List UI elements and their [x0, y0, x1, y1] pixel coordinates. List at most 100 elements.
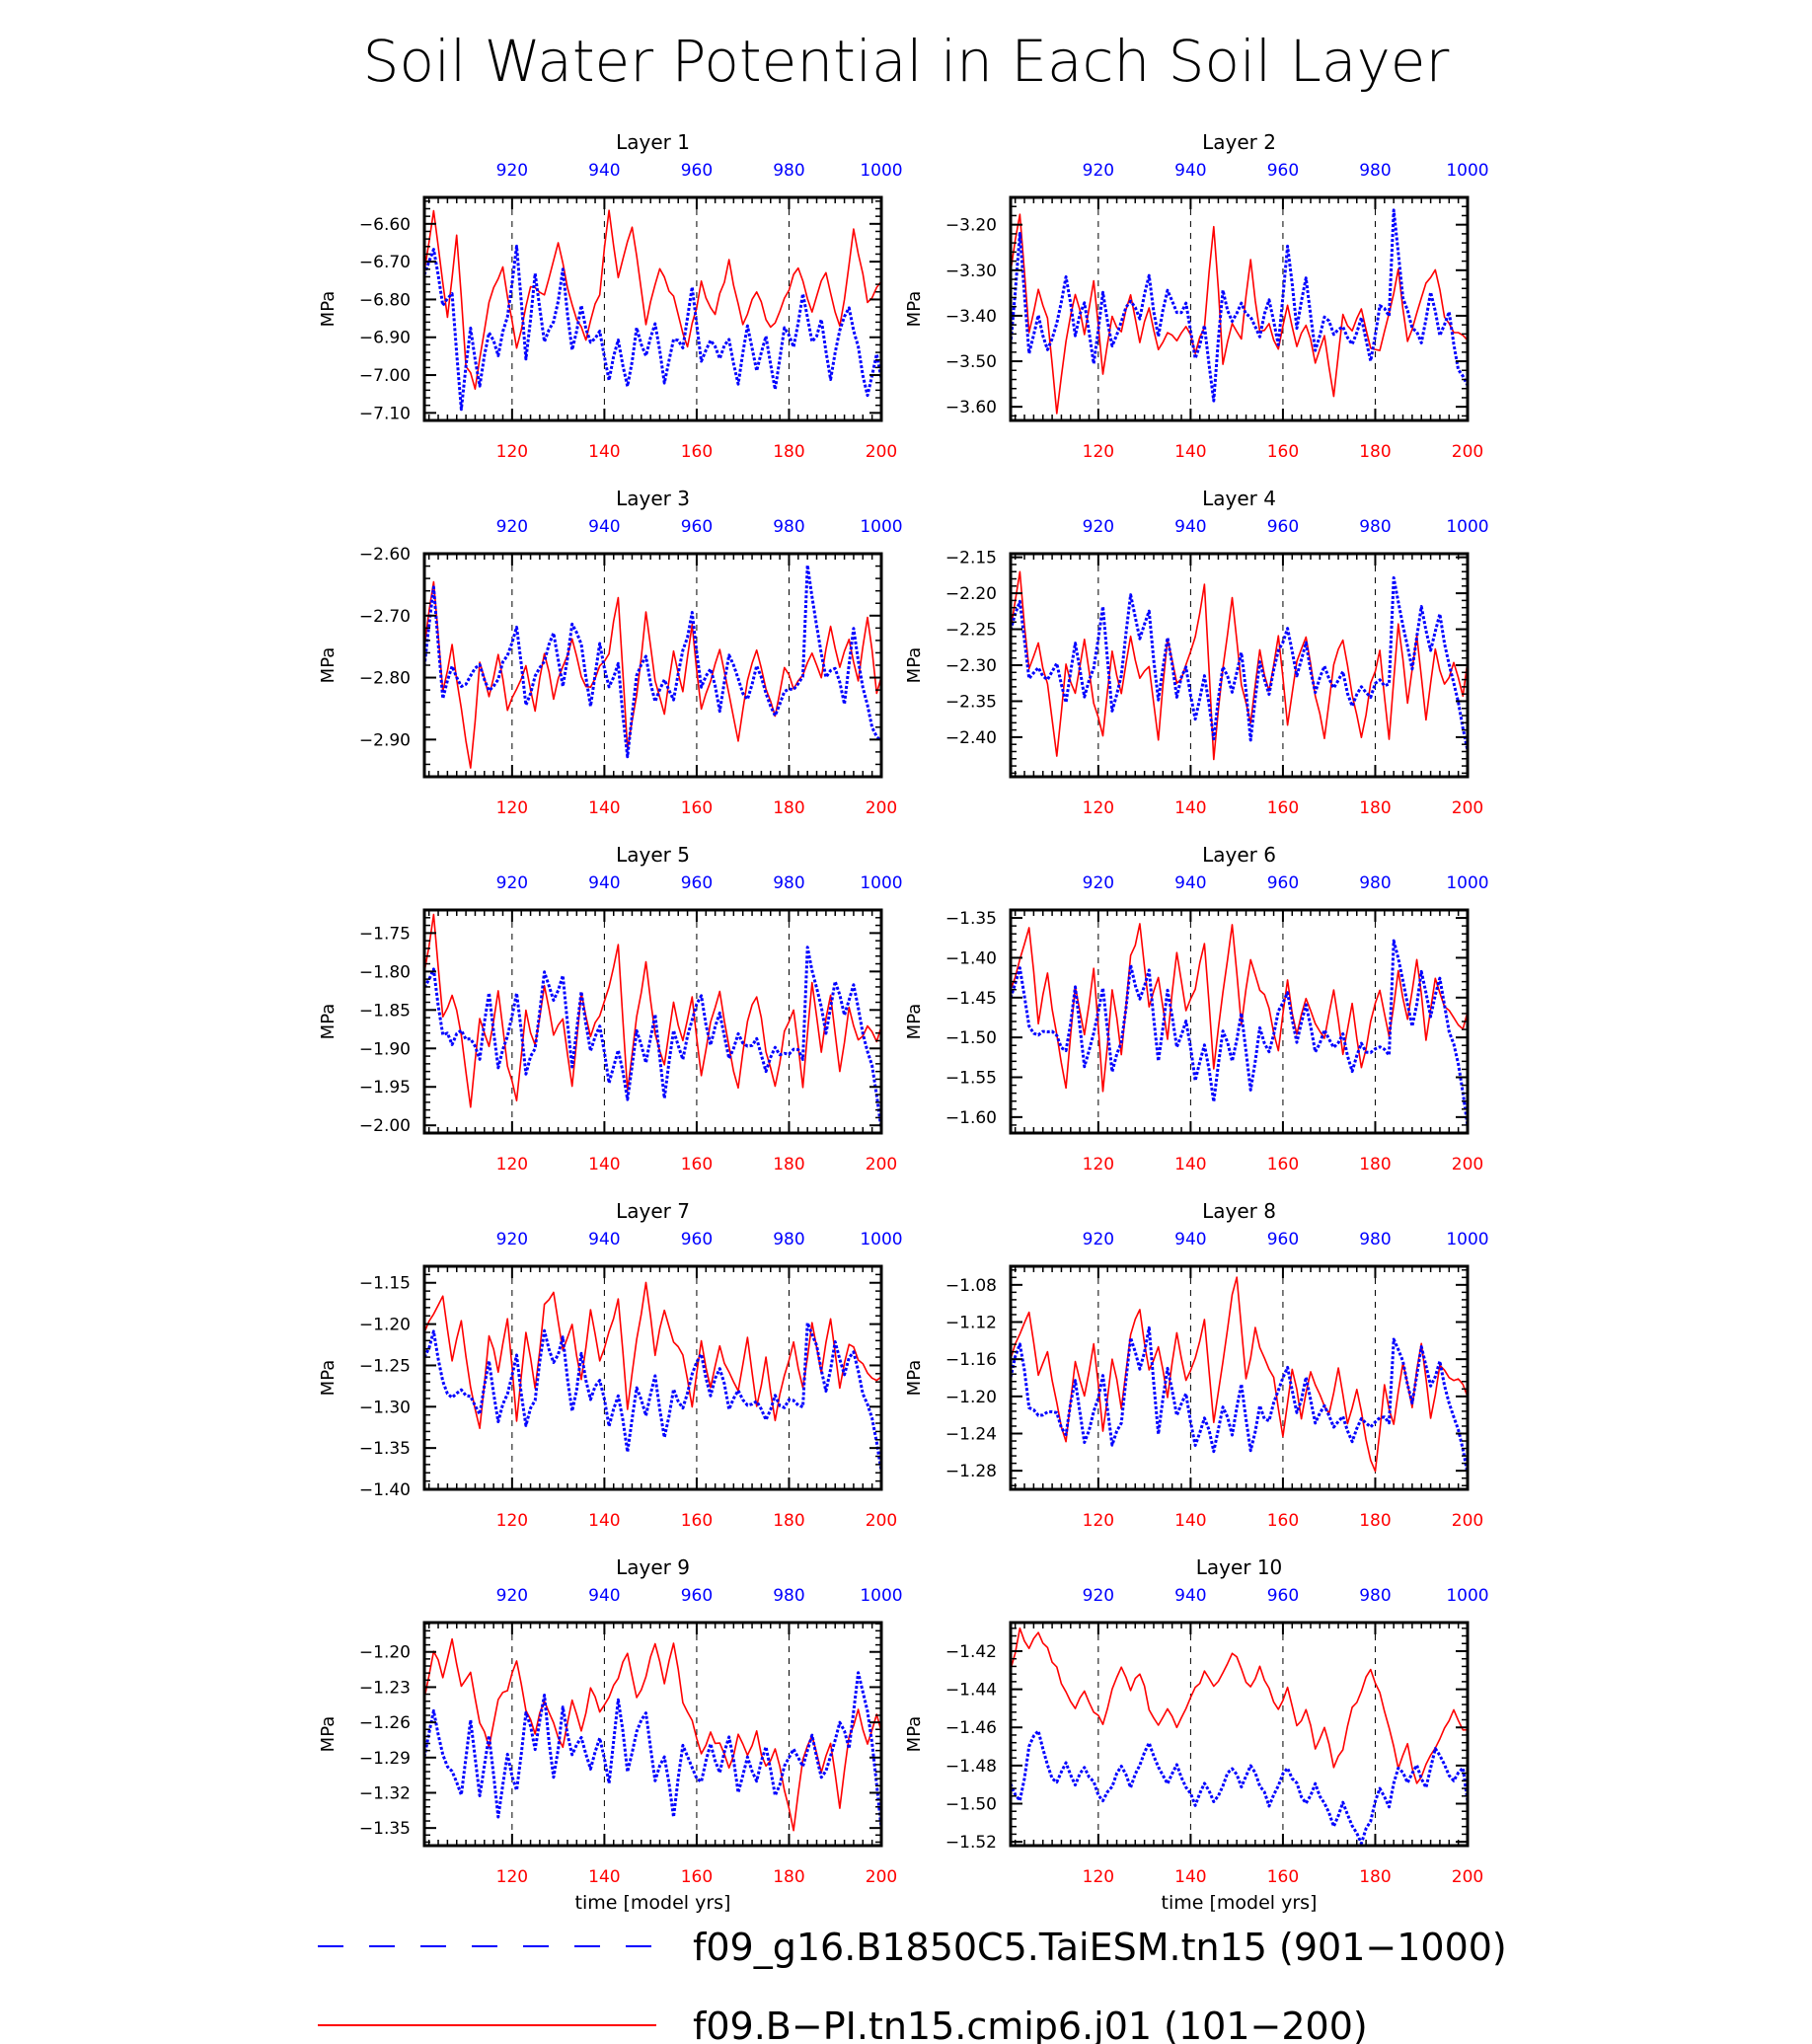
series-line-blue — [1009, 575, 1470, 751]
y-tick-label: −1.90 — [359, 1039, 411, 1059]
x-bottom-tick-label: 120 — [1083, 798, 1114, 818]
panel-9: Layer 9 −1.20 −1.23 −1.26 −1.29 −1.32 −1.35 120… — [318, 1555, 903, 1914]
series-line-blue — [422, 1321, 883, 1472]
x-top-tick-label: 960 — [681, 517, 713, 537]
plot-frame — [1009, 1264, 1470, 1491]
x-bottom-tick-label: 180 — [773, 1867, 804, 1887]
x-bottom-tick-label: 200 — [1452, 442, 1483, 462]
y-tick-label: −1.35 — [945, 909, 997, 929]
x-top-tick-label: 940 — [588, 517, 620, 537]
x-bottom-tick-label: 200 — [866, 798, 897, 818]
panel-title: Layer 9 — [616, 1555, 690, 1579]
y-tick-label: −1.42 — [945, 1642, 997, 1662]
x-top-tick-label: 940 — [1174, 161, 1206, 181]
y-tick-label: −2.35 — [945, 692, 997, 712]
x-bottom-tick-label: 200 — [866, 1155, 897, 1174]
y-tick-label: −1.32 — [359, 1783, 411, 1803]
x-bottom-tick-label: 140 — [588, 1511, 620, 1531]
x-top-tick-label: 940 — [588, 873, 620, 893]
x-top-tick-label: 1000 — [1446, 517, 1488, 537]
y-tick-label: −3.30 — [945, 262, 997, 281]
x-top-tick-label: 980 — [773, 873, 804, 893]
y-tick-label: −1.50 — [945, 1795, 997, 1815]
x-top-tick-label: 980 — [1359, 1586, 1391, 1606]
y-tick-label: −1.20 — [359, 1316, 411, 1335]
x-top-tick-label: 920 — [1083, 1586, 1114, 1606]
panel-title: Layer 5 — [616, 843, 690, 867]
panel-7: Layer 7 −1.15 −1.20 −1.25 −1.30 −1.35 −1.40 120… — [318, 1199, 903, 1531]
panel-title: Layer 10 — [1196, 1555, 1283, 1579]
x-bottom-tick-label: 160 — [681, 1867, 713, 1887]
x-bottom-tick-label: 120 — [1083, 1155, 1114, 1174]
x-bottom-tick-label: 200 — [866, 1867, 897, 1887]
series-line-blue — [422, 564, 883, 759]
y-tick-label: −2.20 — [945, 584, 997, 604]
y-tick-label: −1.85 — [359, 1001, 411, 1021]
y-axis-label: MPa — [904, 1004, 925, 1040]
panel-title: Layer 8 — [1202, 1199, 1276, 1223]
x-top-tick-label: 920 — [496, 1586, 528, 1606]
x-bottom-tick-label: 160 — [681, 798, 713, 818]
y-tick-label: −3.20 — [945, 216, 997, 236]
y-tick-label: −1.45 — [945, 989, 997, 1009]
panel-2: Layer 2 −3.20 −3.30 −3.40 −3.50 −3.60 120 140 16… — [904, 130, 1489, 462]
legend-label-red: f09.B−PI.tn15.cmip6.j01 (101−200) — [693, 2005, 1368, 2044]
y-tick-label: −1.35 — [359, 1439, 411, 1459]
x-top-tick-label: 1000 — [1446, 873, 1488, 893]
x-bottom-tick-label: 180 — [773, 798, 804, 818]
x-top-tick-label: 980 — [1359, 161, 1391, 181]
x-bottom-tick-label: 140 — [588, 1867, 620, 1887]
x-bottom-tick-label: 200 — [1452, 1155, 1483, 1174]
y-tick-label: −7.00 — [359, 366, 411, 386]
y-tick-label: −2.70 — [359, 607, 411, 627]
y-tick-label: −7.10 — [359, 404, 411, 423]
x-bottom-tick-label: 180 — [773, 1511, 804, 1531]
figure-title: Soil Water Potential in Each Soil Layer — [363, 28, 1450, 95]
x-top-tick-label: 940 — [1174, 1230, 1206, 1249]
series-line-red — [423, 580, 882, 769]
x-top-tick-label: 940 — [588, 1230, 620, 1249]
y-tick-label: −1.80 — [359, 962, 411, 982]
y-tick-label: −1.30 — [359, 1398, 411, 1417]
y-tick-label: −6.70 — [359, 253, 411, 272]
x-bottom-tick-label: 200 — [1452, 1867, 1483, 1887]
panel-5: Layer 5 −1.75 −1.80 −1.85 −1.90 −1.95 −2.00 120… — [318, 843, 903, 1174]
x-bottom-tick-label: 180 — [773, 1155, 804, 1174]
panel-8: Layer 8 −1.08 −1.12 −1.16 −1.20 −1.24 −1.28 120… — [904, 1199, 1489, 1531]
y-tick-label: −1.12 — [945, 1314, 997, 1333]
y-tick-label: −2.60 — [359, 545, 411, 565]
x-top-tick-label: 940 — [1174, 1586, 1206, 1606]
series-line-red — [1010, 923, 1469, 1093]
y-tick-label: −1.75 — [359, 924, 411, 944]
x-top-tick-label: 940 — [588, 161, 620, 181]
series-line-red — [423, 1281, 882, 1429]
y-tick-label: −1.23 — [359, 1678, 411, 1698]
x-top-tick-label: 920 — [496, 1230, 528, 1249]
panel-title: Layer 6 — [1202, 843, 1276, 867]
y-tick-label: −1.26 — [359, 1713, 411, 1733]
legend: f09_g16.B1850C5.TaiESM.tn15 (901−1000) f… — [318, 1926, 1507, 2044]
x-top-tick-label: 920 — [496, 161, 528, 181]
x-bottom-tick-label: 160 — [1267, 798, 1299, 818]
y-tick-label: −1.48 — [945, 1757, 997, 1777]
y-tick-label: −1.16 — [945, 1350, 997, 1370]
x-bottom-tick-label: 160 — [1267, 1867, 1299, 1887]
x-bottom-tick-label: 120 — [496, 442, 528, 462]
y-tick-label: −3.50 — [945, 352, 997, 372]
x-top-tick-label: 940 — [1174, 517, 1206, 537]
x-top-tick-label: 960 — [1267, 1586, 1299, 1606]
series-line-red — [423, 913, 882, 1108]
x-bottom-tick-label: 120 — [496, 1511, 528, 1531]
x-top-tick-label: 980 — [773, 1586, 804, 1606]
x-top-tick-label: 920 — [496, 873, 528, 893]
y-axis-label: MPa — [904, 291, 925, 328]
x-bottom-tick-label: 140 — [588, 1155, 620, 1174]
y-tick-label: −1.25 — [359, 1356, 411, 1376]
y-tick-label: −1.44 — [945, 1681, 997, 1701]
panel-title: Layer 4 — [1202, 487, 1276, 510]
x-bottom-tick-label: 180 — [1359, 1511, 1391, 1531]
y-tick-label: −1.40 — [945, 948, 997, 968]
series-line-blue — [1009, 1325, 1470, 1475]
plot-frame — [422, 1264, 883, 1491]
x-top-tick-label: 920 — [1083, 161, 1114, 181]
